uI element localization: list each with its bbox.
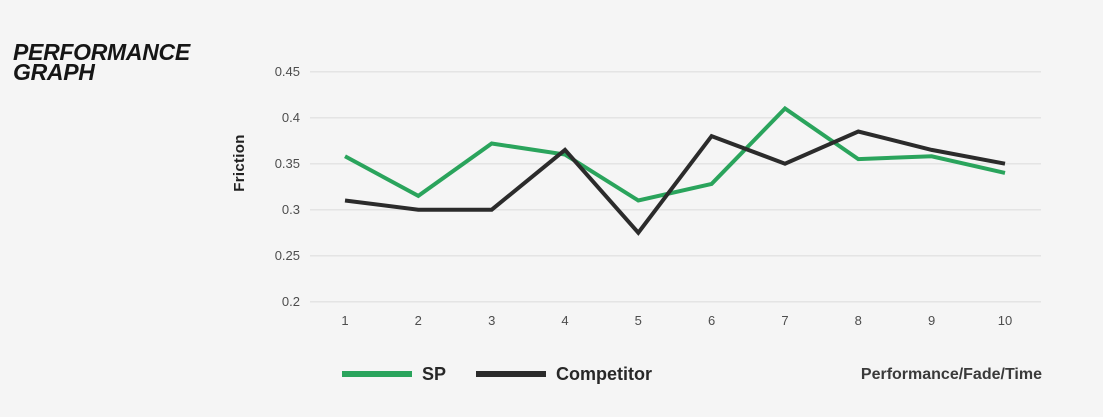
x-tick-label: 2 xyxy=(415,313,422,328)
x-tick-label: 8 xyxy=(855,313,862,328)
chart-legend: SP Competitor xyxy=(342,364,652,384)
legend-item-competitor: Competitor xyxy=(476,364,652,385)
x-tick-label: 5 xyxy=(635,313,642,328)
legend-label-sp: SP xyxy=(422,363,447,384)
x-axis-label: Performance/Fade/Time xyxy=(860,366,1042,383)
title-line-1: PERFORMANCE xyxy=(13,39,190,65)
y-tick-label: 0.45 xyxy=(275,64,300,79)
title-line-2: GRAPH xyxy=(13,59,95,85)
legend-label-competitor: Competitor xyxy=(556,363,653,384)
x-tick-label: 7 xyxy=(781,313,788,328)
competitor-line xyxy=(344,129,1006,236)
x-tick-label: 1 xyxy=(341,313,348,328)
x-tick-label: 10 xyxy=(998,313,1012,328)
page-title: PERFORMANCE GRAPH xyxy=(13,39,190,85)
legend-item-sp: SP xyxy=(342,364,446,385)
sp-line-swatch xyxy=(342,371,412,377)
x-tick-label: 6 xyxy=(708,313,715,328)
y-tick-label: 0.4 xyxy=(282,110,300,125)
y-tick-label: 0.3 xyxy=(282,202,300,217)
competitor-line-swatch xyxy=(476,371,547,377)
y-axis-label: Friction xyxy=(231,134,248,191)
x-tick-label: 3 xyxy=(488,313,495,328)
x-tick-label: 4 xyxy=(561,313,568,328)
y-tick-label: 0.25 xyxy=(275,248,300,263)
y-tick-label: 0.35 xyxy=(275,156,300,171)
y-tick-label: 0.2 xyxy=(282,294,300,309)
x-tick-label: 9 xyxy=(928,313,935,328)
sp-line xyxy=(344,105,1006,203)
